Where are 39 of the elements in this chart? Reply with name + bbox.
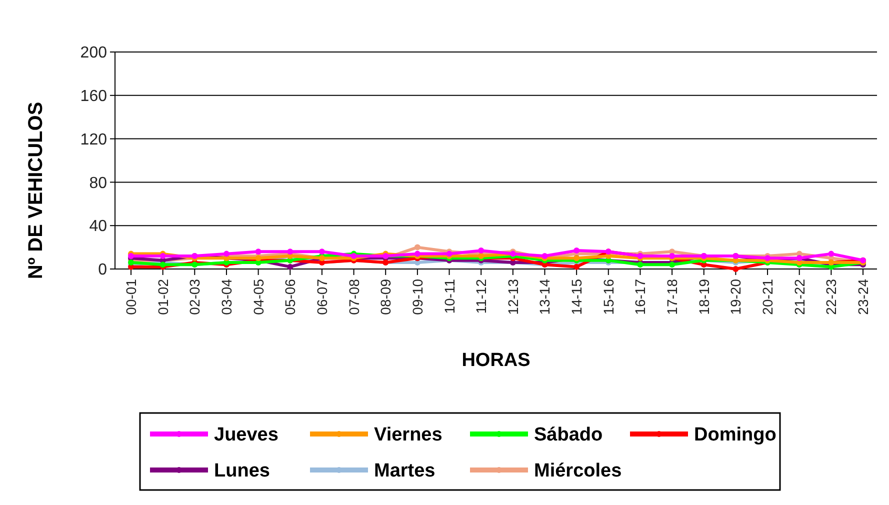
legend-label: Domingo <box>694 424 776 446</box>
x-tick-label: 13-14 <box>536 278 553 315</box>
legend-label: Viernes <box>374 424 442 446</box>
x-tick-label: 12-13 <box>504 278 521 315</box>
x-tick-label: 04-05 <box>250 278 266 315</box>
x-tick-label: 03-04 <box>218 278 234 315</box>
legend-label: Jueves <box>214 424 278 446</box>
legend-label: Lunes <box>214 460 270 482</box>
x-tick-label: 15-16 <box>600 278 616 315</box>
x-tick-label: 21-22 <box>791 278 808 315</box>
x-tick-label: 23-24 <box>855 278 871 315</box>
y-tick-label: 160 <box>80 88 108 105</box>
x-tick-label: 00-01 <box>123 278 139 315</box>
y-tick-label: 200 <box>80 44 108 62</box>
x-tick-label: 20-21 <box>760 278 776 315</box>
legend-label: Sábado <box>534 424 603 446</box>
legend-label: Miércoles <box>534 460 622 482</box>
x-tick-label: 14-15 <box>568 278 585 315</box>
x-tick-label: 05-06 <box>282 278 298 315</box>
y-tick-label: 80 <box>89 174 108 192</box>
x-tick-label: 07-08 <box>346 278 362 315</box>
x-tick-label: 16-17 <box>632 278 648 315</box>
x-tick-label: 22-23 <box>823 278 840 315</box>
x-tick-label: 17-18 <box>664 278 680 315</box>
y-tick-label: 0 <box>98 262 108 279</box>
y-axis-title: Nº DE VEHICULOS <box>25 102 47 280</box>
x-tick-label: 10-11 <box>441 278 458 314</box>
x-tick-label: 19-20 <box>728 278 744 315</box>
x-tick-label: 09-10 <box>409 278 426 315</box>
legend-label: Martes <box>374 460 436 482</box>
x-axis-title: HORAS <box>462 350 530 371</box>
x-tick-label: 08-09 <box>378 278 394 315</box>
x-tick-label: 18-19 <box>696 278 712 315</box>
x-tick-label: 11-12 <box>473 278 490 314</box>
x-tick-label: 06-07 <box>314 278 330 315</box>
y-tick-label: 120 <box>80 131 108 148</box>
x-tick-label: 01-02 <box>154 278 171 315</box>
y-tick-label: 40 <box>89 218 108 236</box>
x-tick-label: 02-03 <box>186 278 203 315</box>
